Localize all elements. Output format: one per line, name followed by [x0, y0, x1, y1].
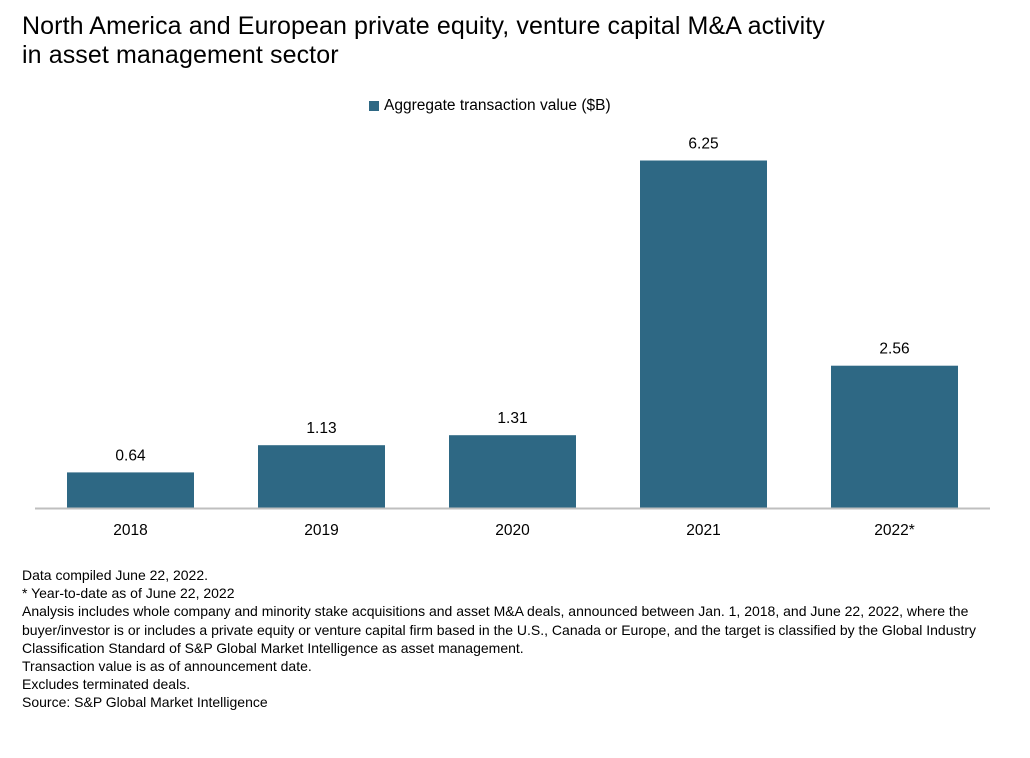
chart-title-line-1: North America and European private equit… [22, 12, 825, 40]
data-label-2018: 0.64 [115, 447, 146, 464]
data-label-2021: 6.25 [688, 136, 718, 153]
legend-swatch [369, 101, 379, 111]
note-excludes: Excludes terminated deals. [22, 676, 191, 693]
chart-title-line-2: in asset management sector [22, 41, 339, 69]
note-ytd: * Year-to-date as of June 22, 2022 [22, 585, 235, 602]
bar-2020 [449, 435, 576, 508]
chart-notes: Data compiled June 22, 2022. * Year-to-d… [22, 566, 1012, 712]
data-label-2022: 2.56 [879, 341, 909, 358]
x-tick-label-2019: 2019 [304, 522, 338, 539]
note-source: Source: S&P Global Market Intelligence [22, 694, 268, 711]
note-transaction-value: Transaction value is as of announcement … [22, 658, 312, 675]
bar-2018 [67, 472, 194, 508]
legend-label: Aggregate transaction value ($B) [384, 97, 611, 114]
chart-title: North America and European private equit… [22, 12, 1012, 70]
bar-chart: 0.64 2018 1.13 2019 1.31 2020 6.25 2021 2.56 2022… [35, 136, 990, 539]
bar-2021 [640, 160, 767, 508]
x-tick-label-2021: 2021 [686, 522, 720, 539]
note-data-compiled: Data compiled June 22, 2022. [22, 567, 209, 583]
bar-2022 [831, 365, 958, 508]
chart-legend: Aggregate transaction value ($B) [369, 97, 611, 115]
data-label-2019: 1.13 [306, 420, 336, 437]
data-label-2020: 1.31 [497, 410, 527, 427]
x-tick-label-2018: 2018 [113, 522, 147, 539]
note-analysis: Analysis includes whole company and mino… [22, 603, 977, 656]
x-tick-label-2022: 2022* [874, 522, 915, 539]
bar-2019 [258, 445, 385, 508]
x-tick-label-2020: 2020 [495, 522, 530, 539]
